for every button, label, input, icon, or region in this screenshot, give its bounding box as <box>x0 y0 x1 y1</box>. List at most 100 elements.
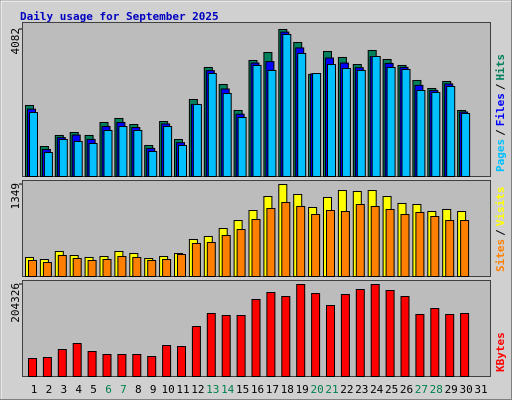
bar <box>177 253 186 278</box>
bar <box>177 345 186 377</box>
bar <box>251 219 261 277</box>
x-tick-label: 22 <box>340 383 353 396</box>
bar <box>236 229 246 277</box>
bar <box>340 211 350 277</box>
x-tick-label: 16 <box>251 383 264 396</box>
x-tick-label: 9 <box>150 383 157 396</box>
bar <box>281 202 291 277</box>
y-tick-label: 1349 <box>9 183 22 210</box>
x-tick-label: 6 <box>105 383 112 396</box>
x-tick-label: 30 <box>459 383 472 396</box>
x-tick-label: 29 <box>445 383 458 396</box>
bar <box>191 243 201 277</box>
x-tick-label: 11 <box>176 383 189 396</box>
legend: Pages / Files / Hits <box>494 54 507 172</box>
bar <box>72 342 82 377</box>
bar <box>28 357 37 378</box>
x-tick-label: 2 <box>46 383 53 396</box>
bar <box>460 312 470 378</box>
bar <box>103 130 113 177</box>
bar <box>252 64 262 177</box>
bar <box>431 91 441 177</box>
x-tick-label: 23 <box>355 383 368 396</box>
bar <box>341 67 351 177</box>
legend: KBytes <box>494 332 507 372</box>
x-tick-label: 15 <box>236 383 249 396</box>
x-tick-label: 27 <box>415 383 428 396</box>
bar <box>147 259 157 277</box>
bar <box>340 293 350 377</box>
legend-entry: KBytes <box>494 332 507 372</box>
x-tick-label: 13 <box>206 383 219 396</box>
bar <box>221 314 231 377</box>
bar <box>29 112 38 177</box>
bar <box>132 353 142 378</box>
y-tick-label: 4082 <box>9 28 22 55</box>
bar <box>43 152 53 178</box>
x-tick-label: 18 <box>281 383 294 396</box>
bar <box>445 220 455 277</box>
bar <box>72 258 82 277</box>
x-tick-label: 21 <box>325 383 338 396</box>
bar <box>430 216 440 277</box>
bar <box>415 211 425 278</box>
bar <box>430 307 440 377</box>
bar <box>311 292 321 377</box>
bar <box>266 208 276 277</box>
bar <box>312 72 322 177</box>
bar <box>57 348 67 378</box>
x-tick-label: 7 <box>120 383 127 396</box>
legend-separator: / <box>494 129 507 136</box>
bar <box>57 255 67 277</box>
bar <box>266 291 276 378</box>
bar <box>178 144 187 178</box>
y-tick-label: 204326 <box>9 283 22 323</box>
legend: Sites / Visits <box>494 187 507 273</box>
bar <box>42 262 52 278</box>
bar <box>162 344 172 378</box>
bar <box>281 295 291 378</box>
bar <box>42 356 52 378</box>
legend-separator: / <box>494 83 507 90</box>
bar <box>102 353 112 378</box>
bar <box>400 214 410 277</box>
bar <box>296 205 306 278</box>
bar <box>191 325 201 378</box>
bar <box>117 353 127 378</box>
bar <box>415 313 425 378</box>
chart-title: Daily usage for September 2025 <box>20 10 219 23</box>
bar <box>355 288 365 377</box>
bar <box>400 295 410 378</box>
bar <box>370 205 380 278</box>
x-tick-label: 5 <box>90 383 97 396</box>
bar <box>297 52 307 178</box>
bar <box>192 103 202 177</box>
x-tick-label: 28 <box>430 383 443 396</box>
x-tick-label: 25 <box>385 383 398 396</box>
bar <box>28 259 37 277</box>
bar <box>148 151 158 178</box>
bar <box>102 259 112 278</box>
bar <box>445 313 455 378</box>
legend-entry: Files <box>494 93 507 126</box>
bar <box>87 259 97 277</box>
bar <box>371 55 381 177</box>
bar <box>236 314 246 377</box>
legend-entry: Sites <box>494 239 507 272</box>
bar <box>162 259 172 278</box>
bar <box>222 92 232 177</box>
bar <box>356 69 366 177</box>
bar <box>132 256 142 277</box>
bar <box>296 283 306 377</box>
bar <box>133 130 143 177</box>
bar <box>311 214 321 277</box>
bar <box>73 140 83 178</box>
x-tick-label: 26 <box>400 383 413 396</box>
x-tick-label: 19 <box>296 383 309 396</box>
bar <box>370 283 380 377</box>
bar <box>385 208 395 278</box>
bar <box>446 85 456 177</box>
bar <box>88 143 98 177</box>
legend-separator: / <box>494 229 507 236</box>
